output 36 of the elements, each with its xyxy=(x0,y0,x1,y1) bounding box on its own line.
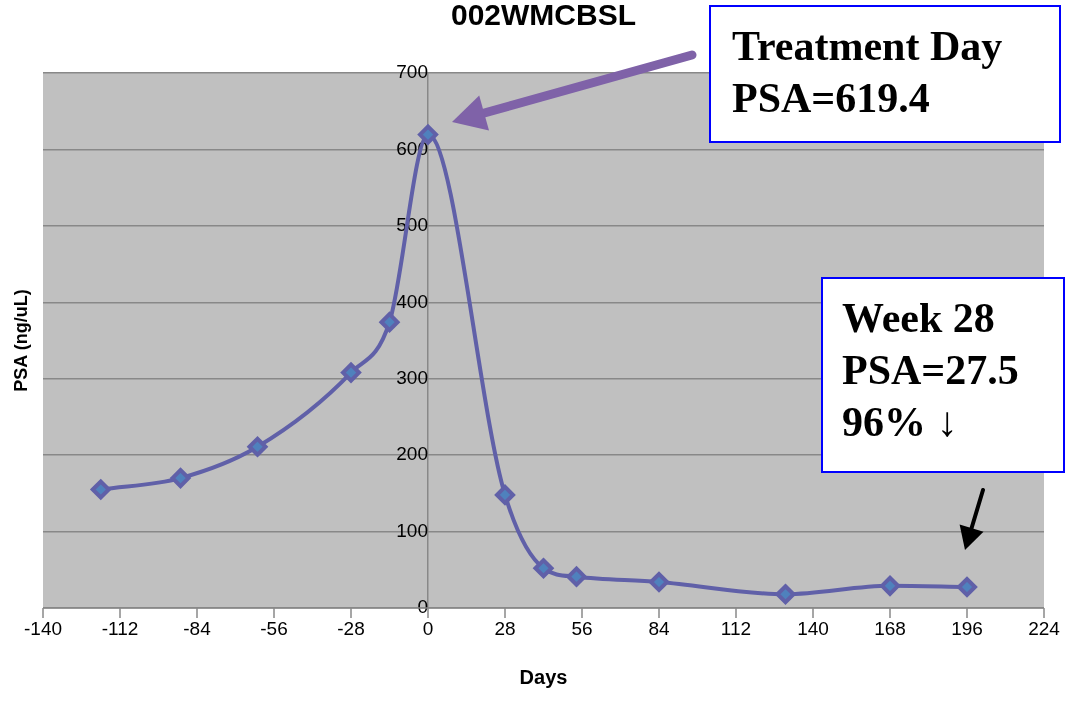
chart-title: 002WMCBSL xyxy=(450,0,637,32)
point xyxy=(880,575,900,596)
x-tick-label: 196 xyxy=(951,617,983,639)
y-tick-label: 200 xyxy=(396,443,428,465)
point xyxy=(341,362,361,383)
x-tick-label: -28 xyxy=(337,617,365,639)
x-tick-label: 168 xyxy=(874,617,906,639)
x-tick-label: -140 xyxy=(23,617,63,639)
x-axis-title: Days xyxy=(519,665,568,688)
x-tick-label: -84 xyxy=(183,617,212,639)
point xyxy=(957,576,977,597)
y-tick-label: 700 xyxy=(396,61,428,83)
x-tick-label: 140 xyxy=(797,617,829,639)
y-tick-label: 400 xyxy=(396,290,428,312)
point xyxy=(775,584,796,605)
point xyxy=(566,566,587,587)
point xyxy=(170,468,191,489)
y-tick-label: 300 xyxy=(396,366,428,388)
point xyxy=(533,558,554,579)
x-tick-label: 28 xyxy=(494,617,516,639)
x-tick-label: -112 xyxy=(101,617,139,639)
point xyxy=(649,572,669,593)
x-tick-label: 84 xyxy=(648,617,670,639)
annotation: Treatment Day PSA=619.4 xyxy=(732,22,1003,121)
point xyxy=(379,312,400,333)
y-tick-label: 0 xyxy=(417,596,428,618)
x-tick-label: 112 xyxy=(720,617,752,639)
point xyxy=(247,436,268,457)
annotation: Week 28 PSA=27.5 96% ↓ xyxy=(842,294,1019,445)
x-tick-label: 224 xyxy=(1028,617,1061,639)
x-tick-label: 56 xyxy=(571,617,593,639)
y-tick-label: 100 xyxy=(396,519,428,541)
x-tick-label: -56 xyxy=(260,617,288,639)
point xyxy=(90,479,111,500)
y-axis-title: PSA (ng/uL) xyxy=(10,289,31,392)
point xyxy=(495,484,515,505)
